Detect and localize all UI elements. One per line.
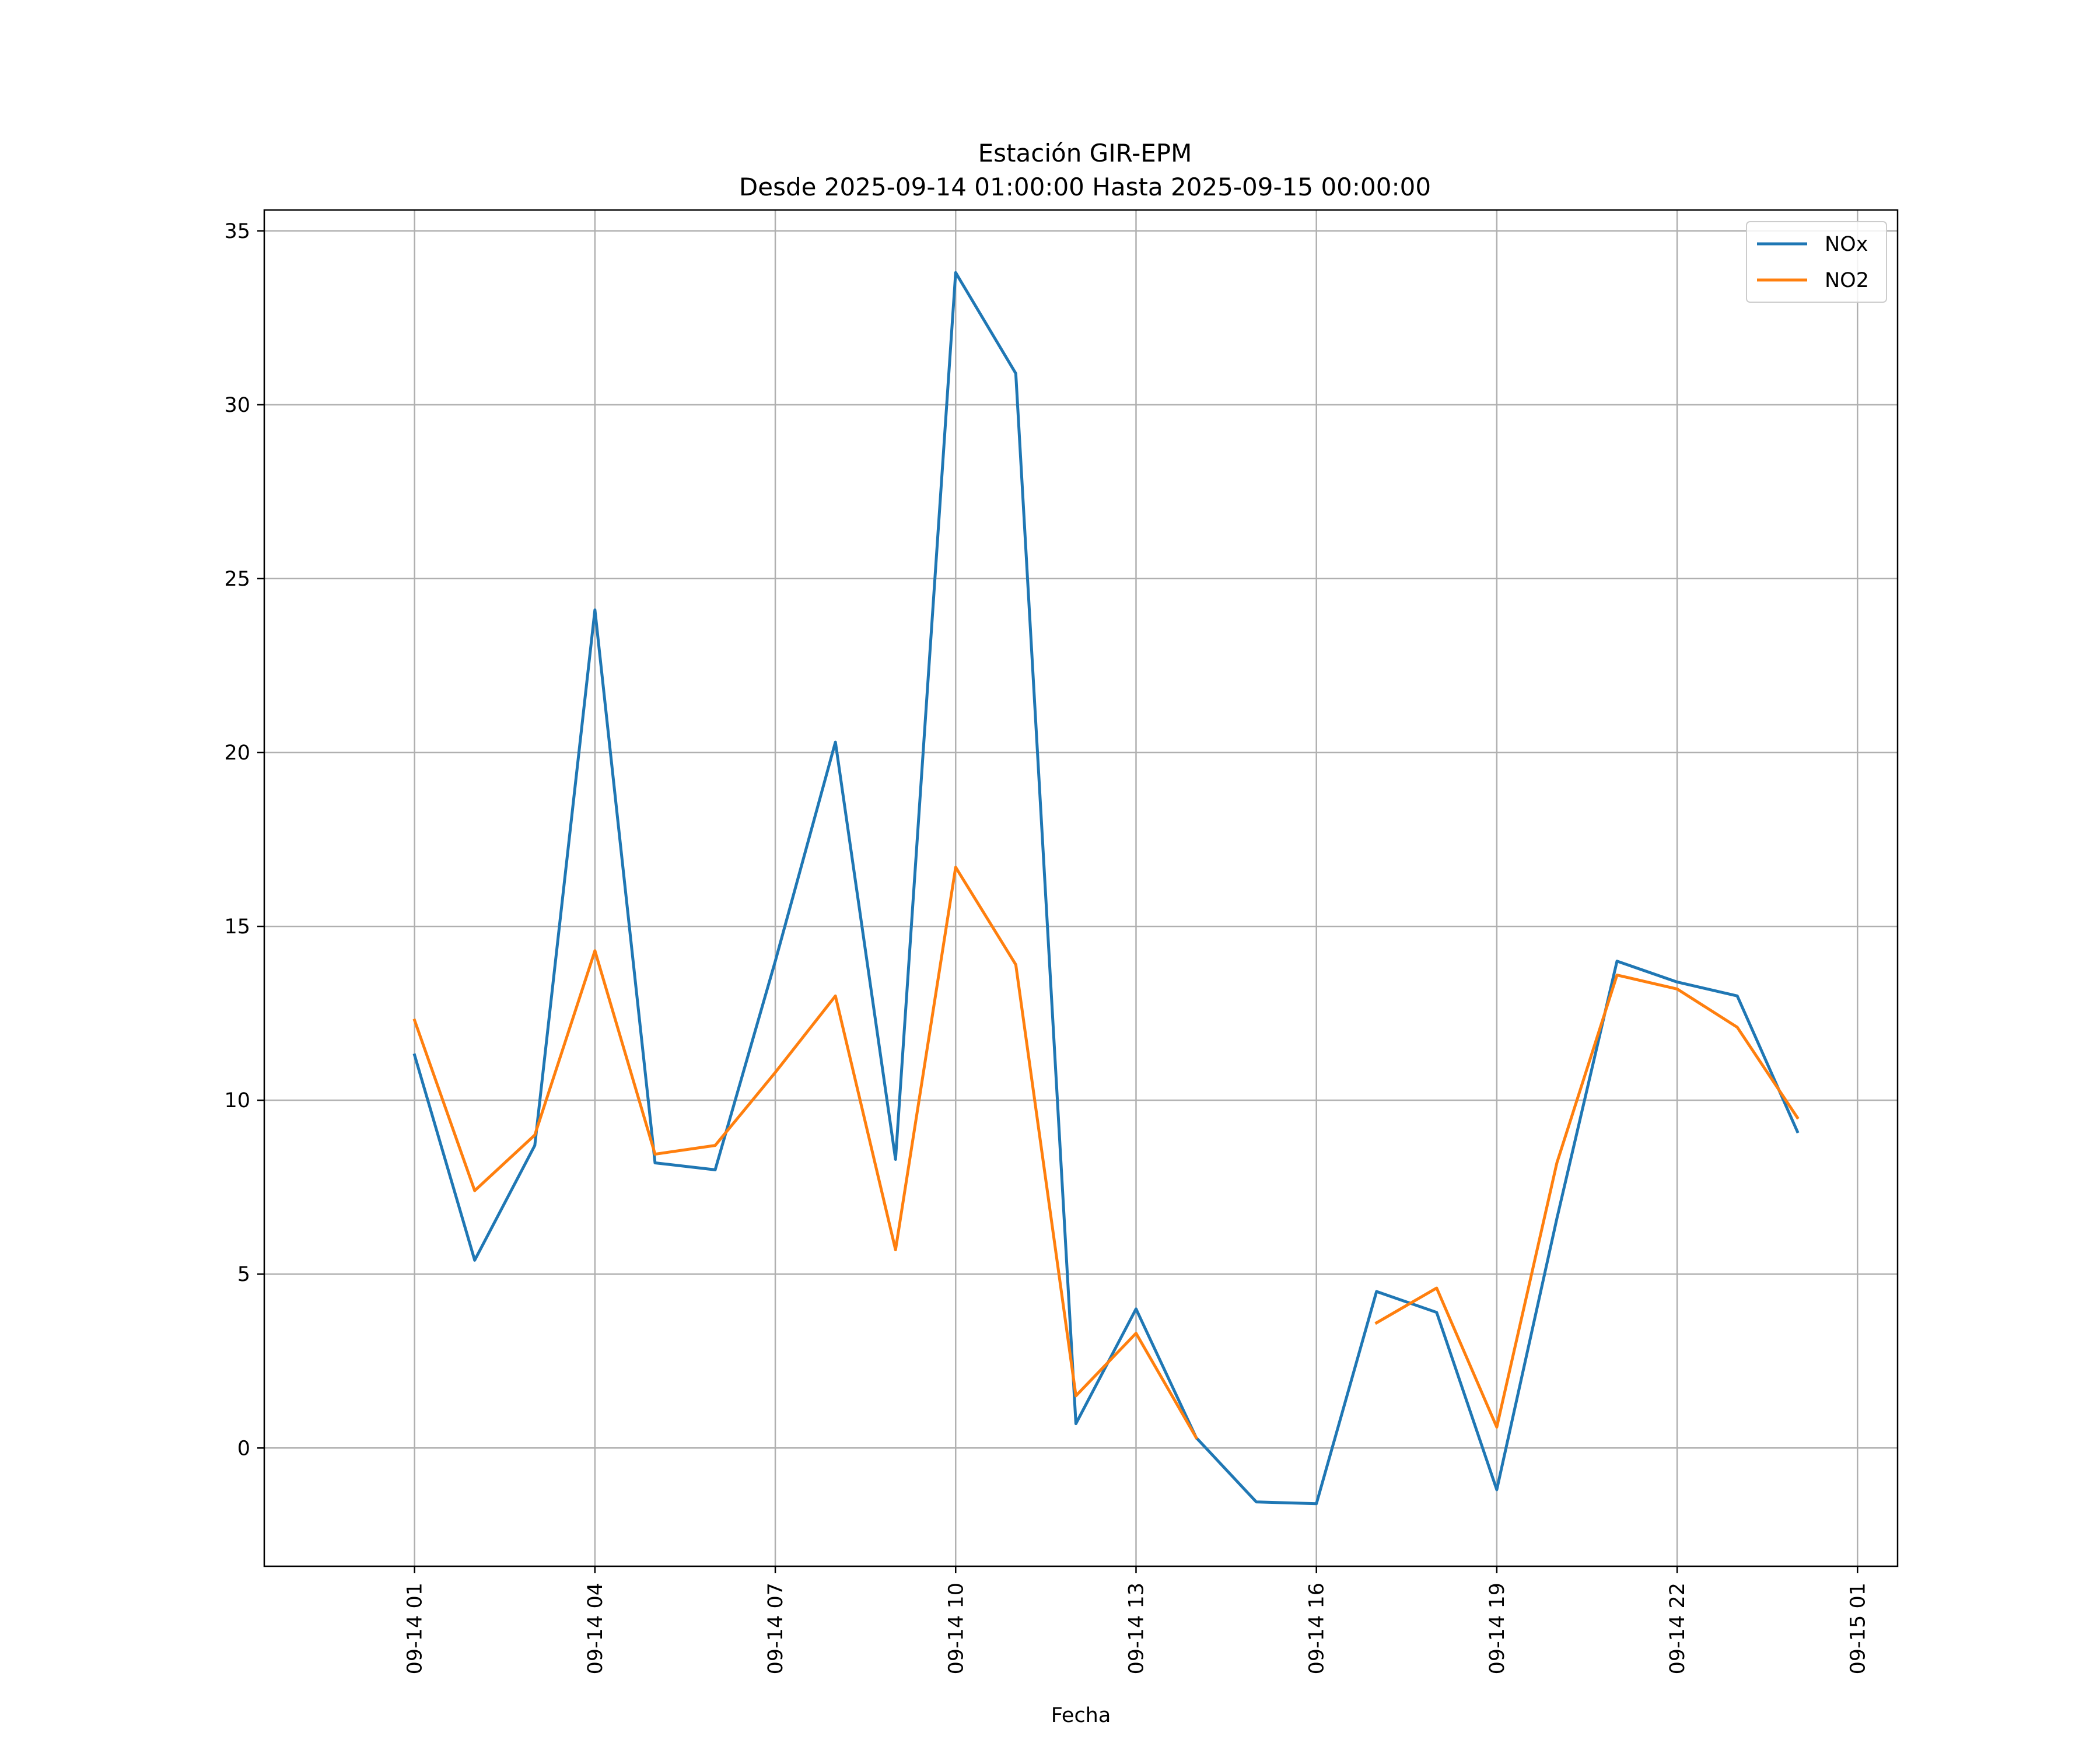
x-axis-label: Fecha [1051,1704,1111,1727]
x-tick-label: 09-14 22 [1666,1583,1689,1674]
y-tick-label: 25 [224,568,250,591]
x-tick-label: 09-14 13 [1125,1583,1148,1674]
y-tick-label: 0 [237,1437,250,1460]
y-tick-label: 30 [224,394,250,417]
y-tick-label: 20 [224,741,250,765]
x-tick-label: 09-14 10 [944,1583,968,1674]
y-tick-label: 10 [224,1089,250,1112]
y-tick-label: 5 [237,1263,250,1286]
x-tick-label: 09-14 07 [764,1583,788,1674]
x-tick-label: 09-14 04 [584,1583,607,1674]
legend-box [1746,221,1887,303]
x-tick-label: 09-14 01 [404,1583,427,1674]
x-tick-label: 09-15 01 [1846,1583,1870,1674]
y-tick-label: 15 [224,915,250,939]
y-axis: 0 5 10 15 20 25 30 35 [224,220,264,1460]
legend-label-nox: NOx [1825,233,1868,256]
legend-label-no2: NO2 [1825,269,1869,292]
series-layer [412,271,1800,1506]
y-tick-label: 35 [224,220,250,243]
plot-frame [263,209,1899,1567]
x-tick-label: 09-14 19 [1486,1583,1509,1674]
grid-lines [264,210,1898,1566]
series-line-no2 [412,866,1800,1440]
x-axis: 09-14 01 09-14 04 09-14 07 09-14 10 09-14 13… [404,1566,1870,1674]
chart-subtitle: Desde 2025-09-14 01:00:00 Hasta 2025-09-… [739,173,1431,201]
legend: NOx NO2 [1746,221,1887,303]
x-tick-label: 09-14 16 [1306,1583,1329,1674]
chart-title: Estación GIR-EPM [978,139,1192,167]
